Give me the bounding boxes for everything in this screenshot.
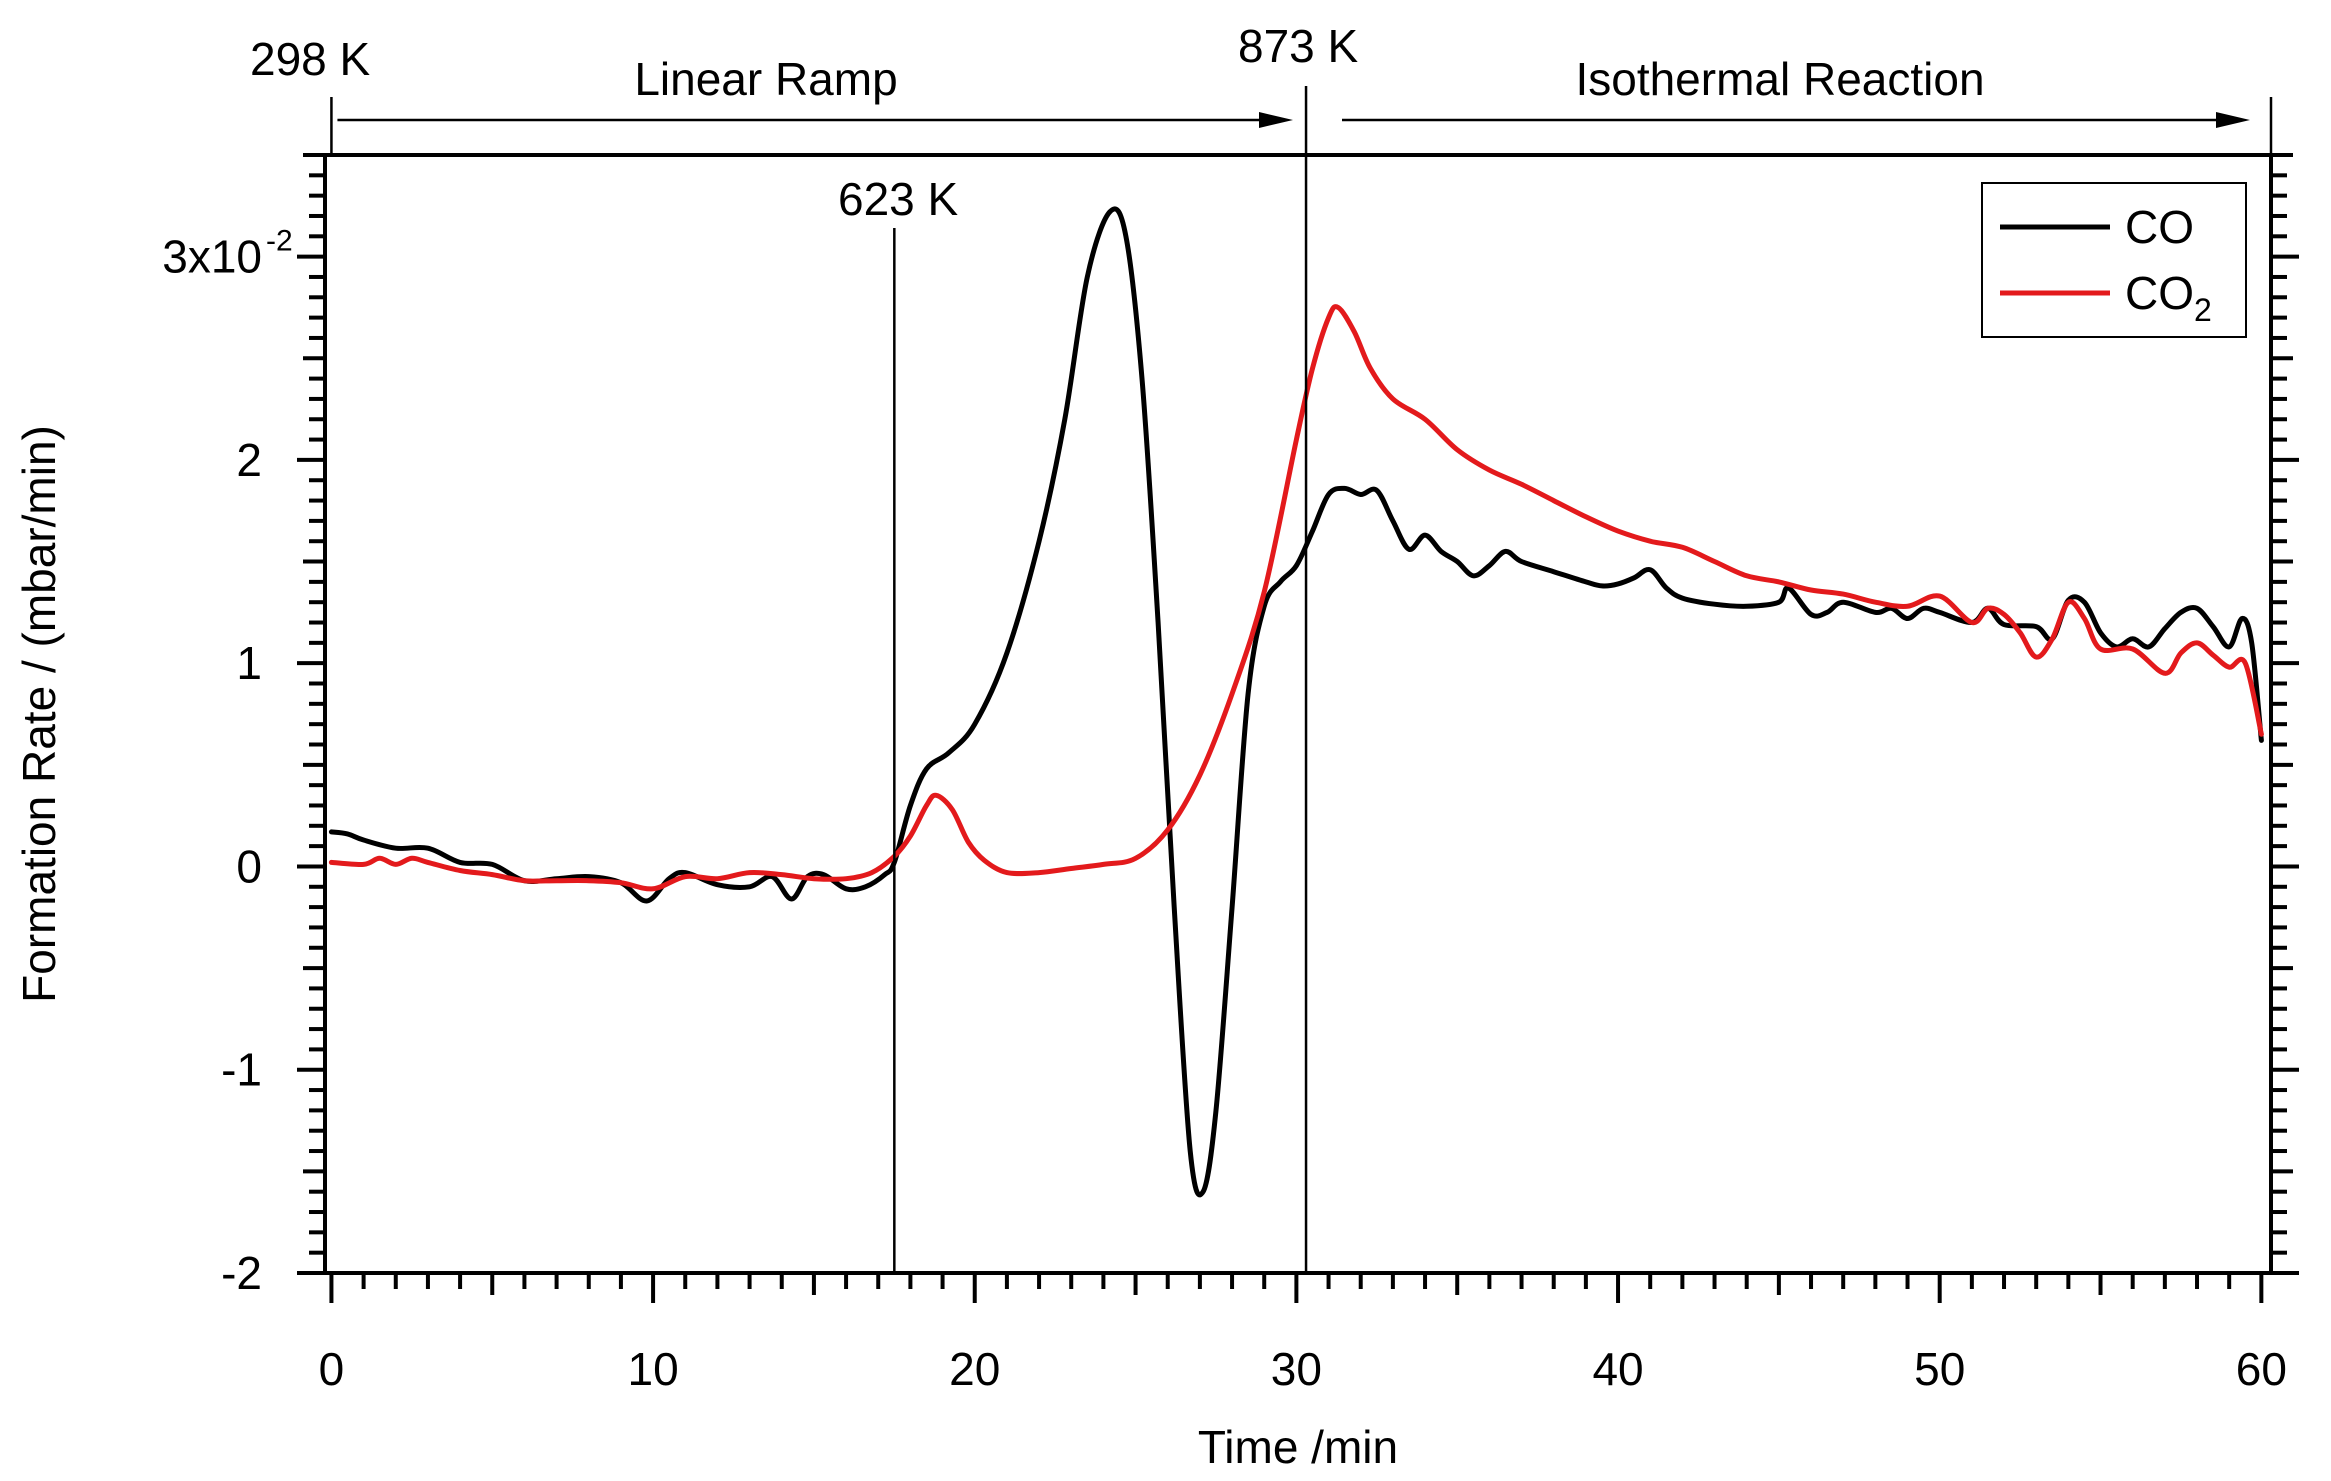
start-temp-label: 298 K [250,33,371,85]
y-tick-label: 3x10 [162,231,262,283]
legend-label-co2: CO2 [2125,267,2212,328]
legend: CO CO2 [1981,182,2247,338]
legend-box [1981,182,2247,338]
series-layer [328,206,2264,1198]
series-line-co2 [328,304,2264,892]
x-tick-label: 60 [2236,1343,2287,1395]
mid-temp-label: 623 K [838,173,959,225]
series-line-co [328,206,2264,1198]
ramp-arrow-head [1259,112,1293,128]
x-tick-label: 20 [949,1343,1000,1395]
y-exponent-label: -2 [266,225,293,258]
x-tick-label: 0 [319,1343,345,1395]
annotation-layer [330,86,2273,1273]
y-axis-label: Formation Rate / (mbar/min) [13,425,65,1003]
iso-label: Isothermal Reaction [1575,53,1984,105]
y-tick-label: 2 [236,434,262,486]
x-tick-label: 10 [628,1343,679,1395]
y-tick-label: 1 [236,637,262,689]
x-axis-label: Time /min [1198,1421,1398,1473]
y-tick-label: -1 [221,1044,262,1096]
y-tick-label: -2 [221,1247,262,1299]
ramp-label: Linear Ramp [634,53,897,105]
legend-label-co: CO [2125,201,2194,253]
y-tick-label: 0 [236,840,262,892]
legend-label-co2-main: CO [2125,267,2194,319]
legend-label-co2-subscript: 2 [2194,292,2212,328]
x-tick-label: 40 [1592,1343,1643,1395]
end-temp-label: 873 K [1238,20,1359,72]
x-tick-label: 30 [1271,1343,1322,1395]
x-tick-label: 50 [1914,1343,1965,1395]
iso-arrow-head [2216,112,2250,128]
plot-frame [323,153,2273,1275]
